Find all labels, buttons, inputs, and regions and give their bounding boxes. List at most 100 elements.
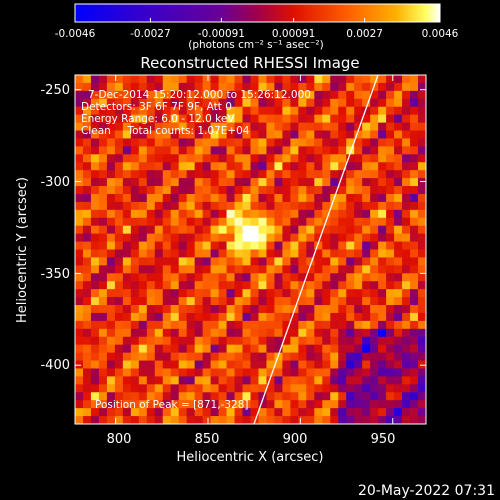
heatmap-cell [75,122,84,132]
heatmap-cell [130,408,140,417]
info-line-3: Energy Range: 6.0 - 12.0 keV [81,113,235,125]
heatmap-cell [178,265,188,274]
heatmap-cell [234,138,244,147]
heatmap-cell [98,82,108,92]
heatmap-cell [202,193,212,203]
heatmap-cell [362,193,371,203]
heatmap-cell [186,82,196,92]
heatmap-cell [290,178,299,187]
heatmap-cell [346,289,355,298]
heatmap-cell [218,249,228,259]
heatmap-cell [274,225,284,235]
heatmap-cell [186,162,196,171]
heatmap-cell [394,82,403,92]
heatmap-cell [346,352,355,362]
heatmap-cell [250,75,260,84]
heatmap-cell [330,360,339,370]
heatmap-cell [250,312,260,322]
heatmap-cell [250,138,260,147]
heatmap-cell [330,106,339,116]
heatmap-cell [306,416,315,424]
heatmap-cell [234,193,244,203]
heatmap-cell [146,320,156,330]
heatmap-cell [202,209,212,219]
heatmap-cell [170,82,180,92]
heatmap-cell [258,376,268,385]
heatmap-cell [130,225,140,235]
heatmap-cell [378,320,387,330]
heatmap-cell [178,257,188,266]
heatmap-cell [75,209,84,219]
heatmap-cell [162,392,172,401]
heatmap-cell [370,249,379,259]
heatmap-cell [186,75,196,84]
heatmap-cell [410,376,419,385]
heatmap-cell [418,201,426,211]
heatmap-cell [274,75,284,84]
heatmap-cell [394,273,403,282]
heatmap-cell [106,162,116,171]
heatmap-cell [162,273,172,282]
heatmap-cell [418,249,426,259]
heatmap-cell [418,336,426,346]
heatmap-cell [98,281,108,290]
heatmap-cell [82,360,92,370]
heatmap-cell [410,273,419,282]
heatmap-cell [106,178,116,187]
heatmap-cell [154,106,164,116]
heatmap-cell [362,312,371,322]
heatmap-cell [250,209,260,219]
heatmap-cell [234,368,244,378]
heatmap-cell [210,130,220,140]
heatmap-cell [290,122,299,132]
heatmap-cell [282,209,291,219]
heatmap-cell [194,186,204,195]
heatmap-cell [98,209,108,219]
heatmap-cell [90,305,100,314]
heatmap-cell [242,376,252,385]
heatmap-cell [178,408,188,417]
heatmap-cell [258,305,268,314]
heatmap-cell [402,201,411,211]
heatmap-cell [266,297,276,306]
heatmap-cell [194,297,204,306]
heatmap-cell [178,193,188,203]
heatmap-cell [274,217,284,227]
heatmap-cell [378,122,387,132]
heatmap-cell [122,336,132,346]
heatmap-cell [234,201,244,211]
heatmap-cell [282,265,291,274]
heatmap-cell [290,162,299,171]
heatmap-cell [274,368,284,378]
heatmap-cell [210,75,220,84]
heatmap-cell [346,336,355,346]
heatmap-cell [114,305,124,314]
heatmap-cell [354,209,363,219]
heatmap-cell [178,416,188,424]
heatmap-cell [162,384,172,393]
heatmap-cell [330,178,339,187]
heatmap-cell [250,154,260,163]
heatmap-cell [354,360,363,370]
heatmap-cell [354,193,363,203]
heatmap-cell [362,106,371,116]
heatmap-cell [194,368,204,378]
heatmap-cell [338,217,347,227]
heatmap-cell [226,352,236,362]
heatmap-cell [186,201,196,211]
heatmap-cell [298,257,307,266]
heatmap-cell [258,193,268,203]
heatmap-cell [210,352,220,362]
heatmap-cell [306,305,315,314]
heatmap-cell [394,201,403,211]
heatmap-cell [418,328,426,338]
heatmap-cell [298,82,307,92]
heatmap-cell [226,217,236,227]
heatmap-cell [274,162,284,171]
heatmap-cell [226,273,236,282]
heatmap-cell [82,106,92,116]
heatmap-cell [75,265,84,274]
heatmap-cell [362,154,371,163]
heatmap-cell [90,384,100,393]
heatmap-cell [130,384,140,393]
